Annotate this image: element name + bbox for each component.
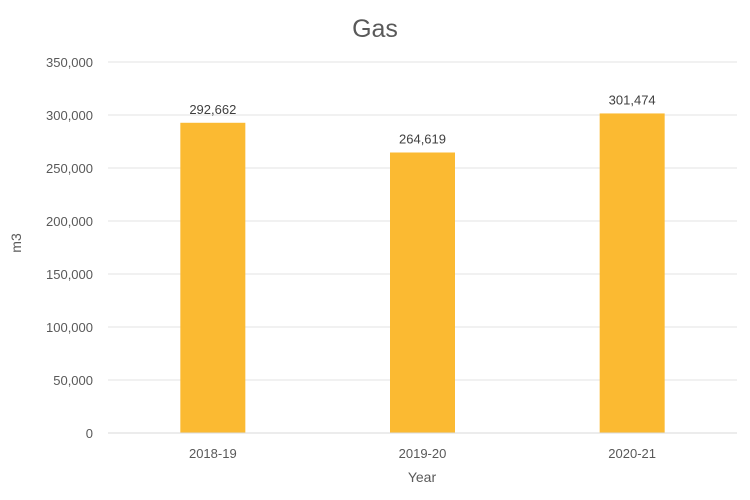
y-tick-label: 100,000 [46,320,93,335]
bars [180,113,665,434]
y-tick-label: 50,000 [53,373,93,388]
y-tick-label: 150,000 [46,267,93,282]
bar [180,122,246,433]
y-tick-label: 250,000 [46,161,93,176]
x-axis-title: Year [408,469,437,485]
y-tick-label: 350,000 [46,55,93,70]
data-label: 301,474 [609,92,656,107]
x-tick-label: 2018-19 [189,446,237,461]
y-tick-label: 300,000 [46,108,93,123]
x-axis-ticks: 2018-19 2019-20 2020-21 [189,446,656,461]
y-axis-ticks: 0 50,000 100,000 150,000 200,000 250,000 300,0… [46,55,93,441]
x-tick-label: 2019-20 [399,446,447,461]
y-tick-label: 0 [86,426,93,441]
bar [599,113,665,433]
data-label: 264,619 [399,132,446,147]
data-labels: 292,662 264,619 301,474 [189,92,655,146]
bar [390,152,455,434]
y-axis-title: m3 [8,233,24,253]
x-tick-label: 2020-21 [608,446,656,461]
y-tick-label: 200,000 [46,214,93,229]
chart-title: Gas [352,15,398,43]
data-label: 292,662 [189,102,236,117]
